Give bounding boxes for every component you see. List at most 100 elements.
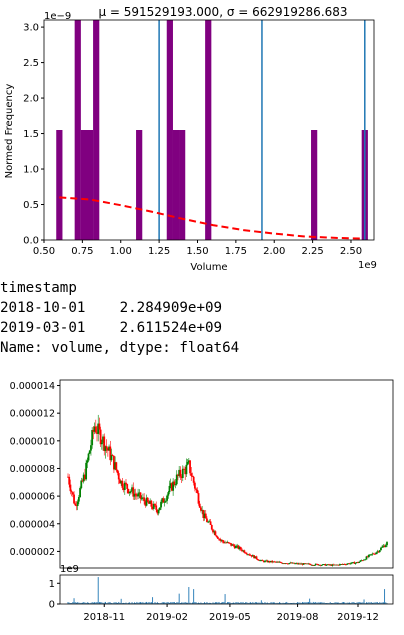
candle-body — [311, 565, 313, 566]
candle-body — [340, 564, 342, 565]
volume-bar — [73, 598, 75, 604]
candle-body — [371, 553, 374, 555]
volume-bar — [297, 602, 299, 604]
hist-ytick-label-0: 0.0 — [23, 236, 39, 247]
volume-bar — [316, 602, 318, 604]
candle-body — [230, 543, 233, 546]
candle-body — [98, 423, 101, 430]
candle-body — [135, 495, 138, 497]
candle-body — [271, 560, 274, 563]
volume-bar — [323, 602, 325, 604]
candle-body — [212, 529, 214, 533]
volume-bar — [263, 603, 265, 604]
candle-body — [237, 545, 240, 549]
candle-body — [380, 547, 382, 551]
volume-bar — [200, 602, 202, 604]
candle-body — [370, 554, 373, 556]
candle-body — [222, 541, 225, 543]
volume-bar — [247, 603, 249, 604]
hist-xtick-label-0: 0.50 — [33, 246, 55, 257]
volume-bar — [272, 602, 274, 604]
volume-bar — [95, 602, 97, 604]
volume-bar — [245, 602, 247, 604]
candle-body — [346, 563, 349, 565]
candle-body — [197, 493, 200, 504]
volume-bar — [262, 602, 263, 604]
candle-body — [283, 563, 286, 565]
candle-body — [357, 562, 359, 563]
volume-bar — [356, 602, 358, 604]
volume-bar — [252, 602, 254, 604]
candle-body — [142, 497, 144, 499]
volume-bar — [259, 602, 261, 604]
candle-body — [149, 500, 152, 504]
candle-body — [76, 501, 79, 506]
volume-bar — [84, 602, 86, 604]
candle-body — [337, 564, 340, 566]
volume-bar — [194, 602, 196, 604]
volume-bar — [178, 593, 180, 604]
volume-bar — [181, 602, 183, 604]
volume-ytick-label-0: 0 — [49, 600, 55, 611]
candle-body — [92, 429, 95, 432]
candle-body — [185, 464, 188, 475]
candle-body — [258, 559, 260, 561]
candle-body — [202, 509, 205, 519]
candle-body — [366, 556, 369, 558]
output-line-name: Name: volume, dtype: float64 — [0, 340, 240, 356]
volume-bar — [361, 602, 363, 604]
candle-body — [99, 429, 102, 445]
candle-ytick-label-3: 0.000008 — [10, 464, 55, 475]
volume-bar — [106, 603, 108, 604]
output-line-1: 2018-10-01 2.284909e+09 — [0, 300, 223, 316]
candle-body — [175, 474, 178, 485]
hist-ytick-label-1: 0.5 — [23, 200, 39, 211]
candle-body — [254, 556, 257, 559]
candle-body — [260, 560, 263, 561]
candle-body — [256, 559, 259, 560]
candle-body — [242, 550, 245, 552]
volume-bar — [154, 602, 156, 604]
candle-body — [108, 446, 110, 451]
volume-bar — [378, 603, 379, 604]
volume-bar — [289, 602, 291, 604]
volume-bar — [233, 602, 234, 604]
volume-bar — [277, 602, 279, 604]
candle-body — [386, 542, 388, 546]
candle-body — [184, 469, 187, 475]
volume-bar — [355, 603, 357, 604]
candle-body — [161, 498, 164, 502]
candle-body — [262, 560, 265, 563]
hist-xtick-label-1: 0.75 — [71, 246, 93, 257]
candle-body — [270, 560, 272, 563]
candle-body — [224, 542, 226, 544]
volume-bar — [373, 602, 375, 604]
candle-body — [220, 540, 223, 541]
candle-ytick-label-5: 0.000012 — [10, 409, 55, 420]
candle-body — [317, 564, 320, 566]
candle-body — [282, 563, 284, 565]
volume-bar — [141, 602, 143, 604]
volume-bar — [370, 602, 372, 604]
hist-ytick-label-4: 2.0 — [23, 94, 39, 105]
volume-bar — [374, 602, 376, 604]
volume-bar — [204, 602, 205, 604]
candle-body — [378, 550, 381, 553]
candle-body — [322, 564, 324, 566]
candle-body — [201, 509, 204, 511]
volume-bar — [306, 602, 308, 604]
candle-body — [266, 560, 269, 563]
volume-bar — [368, 602, 370, 604]
volume-bar — [170, 602, 172, 604]
candle-body — [103, 436, 106, 451]
volume-bar — [190, 603, 192, 604]
candle-body — [180, 476, 183, 478]
volume-bar — [239, 602, 241, 604]
candle-body — [168, 485, 171, 493]
volume-bar — [86, 602, 88, 604]
volume-bar — [219, 603, 221, 604]
candle-body — [355, 562, 358, 563]
volume-bar — [367, 602, 369, 604]
volume-bar — [241, 602, 243, 604]
candle-body — [84, 474, 86, 480]
